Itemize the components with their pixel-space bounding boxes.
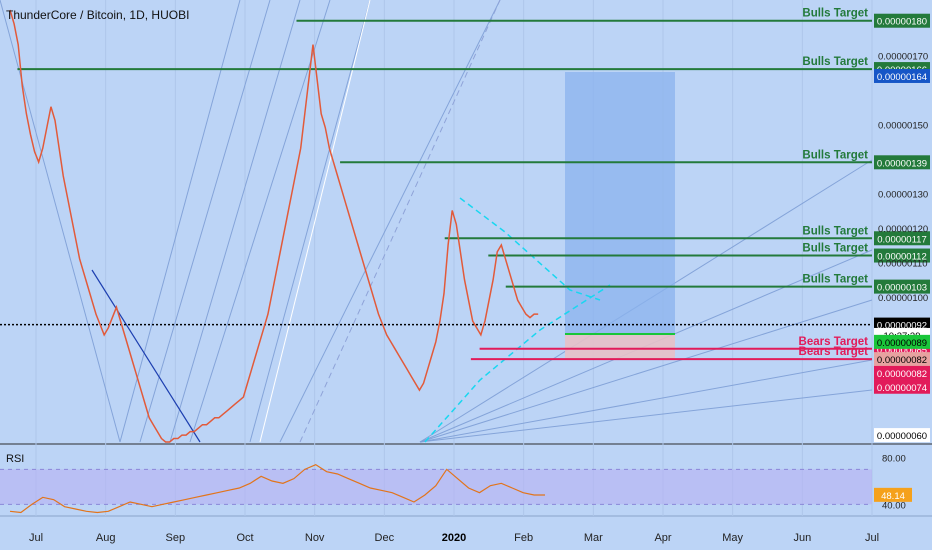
price-badge-label: 0.00000085	[877, 345, 927, 356]
time-tick-label: May	[722, 532, 743, 544]
price-badge	[874, 155, 930, 170]
price-badge	[874, 428, 930, 443]
time-tick-label: Jul	[865, 532, 879, 544]
rsi-tick-label: 40.00	[882, 500, 906, 511]
time-tick-label: Mar	[584, 532, 603, 544]
time-tick-label: Apr	[654, 532, 671, 544]
price-badge	[874, 334, 930, 349]
trend-line	[249, 0, 371, 443]
price-badge	[874, 379, 930, 394]
time-tick-label: Aug	[96, 532, 116, 544]
trend-line	[169, 0, 301, 443]
price-badge-label: 0.00000082	[877, 355, 927, 366]
price-series-line	[9, 9, 539, 443]
target-level-label: Bulls Target	[802, 149, 868, 161]
rsi-value-label: 48.14	[881, 491, 905, 502]
target-level-label: Bulls Target	[802, 56, 868, 68]
price-badge	[874, 231, 930, 246]
trend-line	[119, 0, 241, 443]
target-level-label: Bulls Target	[802, 243, 868, 255]
time-tick-label: Oct	[236, 532, 253, 544]
price-badge-label: 0.00000082	[877, 369, 927, 380]
trend-line	[419, 299, 873, 443]
price-tick-label: 0.00000130	[878, 189, 928, 200]
target-level-label: Bears Target	[799, 346, 869, 358]
time-tick-label: Dec	[375, 532, 395, 544]
descending-trendline	[91, 269, 201, 443]
time-tick-label: Sep	[166, 532, 186, 544]
long-position-profit-zone	[565, 72, 675, 334]
trend-line	[279, 0, 501, 443]
trend-line	[0, 0, 121, 443]
price-badge-label: 0.00000092	[877, 321, 927, 332]
price-tick-label: 0.00000100	[878, 293, 928, 304]
trend-line	[189, 0, 331, 443]
trend-line	[139, 0, 271, 443]
time-tick-label: Nov	[305, 532, 325, 544]
price-tick-label: 0.00000110	[878, 258, 928, 269]
price-badge-label: 0.00000117	[877, 234, 927, 245]
price-badge-label: 0.00000164	[877, 72, 927, 83]
trend-line	[419, 389, 873, 443]
price-badge	[874, 279, 930, 294]
price-badge	[874, 352, 930, 367]
time-tick-label: Feb	[514, 532, 533, 544]
triangle-lower-line	[424, 284, 611, 443]
rsi-value-badge	[874, 487, 912, 502]
price-badge-label: 0.00000139	[877, 158, 927, 169]
target-level-label: Bears Target	[799, 336, 869, 348]
time-tick-label: Jul	[29, 532, 43, 544]
rsi-label: RSI	[6, 453, 25, 465]
price-badge-label: 0.00000112	[877, 252, 927, 263]
price-badge-label: 0.00000180	[877, 17, 927, 28]
rsi-band	[0, 469, 872, 505]
price-axis-area	[872, 0, 932, 550]
price-badge-label: 0.00000103	[877, 283, 927, 294]
price-badge	[874, 68, 930, 83]
rsi-tick-label: 80.00	[882, 454, 906, 465]
price-tick-label: 0.00000170	[878, 51, 928, 62]
target-level-label: Bulls Target	[802, 274, 868, 286]
price-tick-label: 0.00000150	[878, 120, 928, 131]
price-badge-label: 0.00000074	[877, 383, 927, 394]
trend-line	[419, 359, 873, 443]
long-position-stop-zone	[565, 334, 675, 360]
white-fan-line	[259, 0, 371, 443]
time-tick-label: Jun	[793, 532, 811, 544]
price-badge	[874, 365, 930, 380]
price-badge	[874, 248, 930, 263]
rsi-line	[9, 463, 545, 514]
time-tick-label: 2020	[442, 532, 466, 544]
price-badge-label: 0.00000060	[877, 431, 927, 442]
price-badge	[874, 13, 930, 28]
target-level-label: Bulls Target	[802, 8, 868, 20]
target-level-label: Bulls Target	[802, 225, 868, 237]
price-tick-label: 0.00000120	[878, 224, 928, 235]
price-badge-label: 0.00000089	[877, 338, 927, 349]
dashed-fan-line	[299, 0, 501, 443]
chart-title: ThunderCore / Bitcoin, 1D, HUOBI	[6, 8, 190, 22]
